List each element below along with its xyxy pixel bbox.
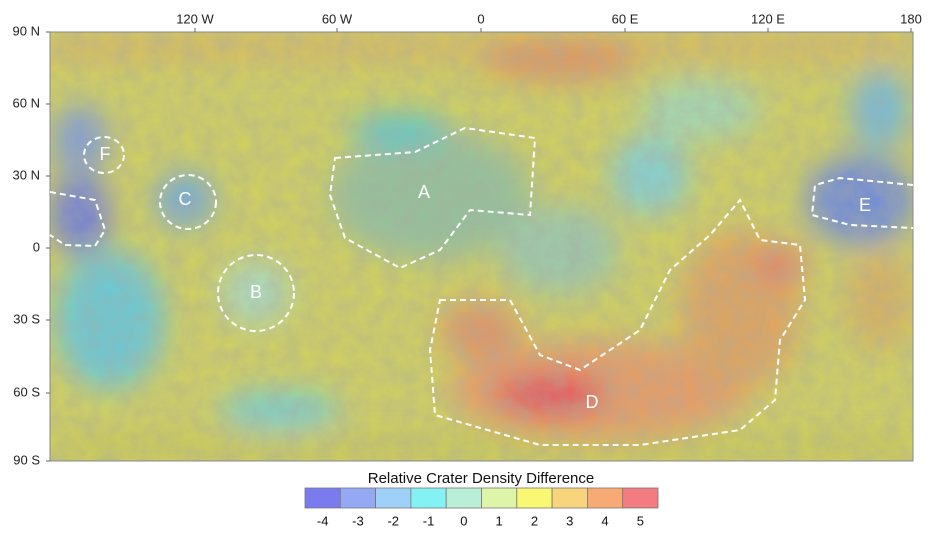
legend-tick-label: 5: [637, 513, 644, 528]
legend-swatch: [587, 487, 624, 509]
longitude-label: 60 W: [322, 11, 353, 26]
latitude-label: 90 S: [13, 452, 40, 467]
legend-tick-label: -4: [317, 513, 329, 528]
longitude-label: 0: [477, 11, 484, 26]
legend-swatch: [375, 487, 412, 509]
legend-swatch: [304, 487, 341, 509]
region-label: C: [179, 189, 192, 209]
longitude-label: 120 E: [751, 11, 785, 26]
legend-swatch: [516, 487, 553, 509]
latitude-label: 60 S: [13, 384, 40, 399]
region-label: A: [418, 182, 430, 202]
region-outlines: [49, 126, 914, 446]
legend-title: Relative Crater Density Difference: [368, 470, 594, 487]
latitude-label: 90 N: [13, 23, 40, 38]
legend-tick-label: 3: [566, 513, 573, 528]
legend-swatch: [481, 487, 518, 509]
legend-tick-label: 0: [460, 513, 467, 528]
region-label: B: [250, 282, 262, 302]
region-label: F: [100, 144, 111, 164]
legend-tick-label: -2: [387, 513, 399, 528]
legend-tick-label: -1: [423, 513, 435, 528]
region-label: E: [859, 195, 871, 215]
legend-tick-label: 1: [496, 513, 503, 528]
latitude-label: 60 N: [13, 95, 40, 110]
legend-swatch: [445, 487, 482, 509]
longitude-label: 60 E: [612, 11, 639, 26]
legend-tick-label: 2: [531, 513, 538, 528]
latitude-label: 0: [33, 239, 40, 254]
latitude-label: 30 N: [13, 167, 40, 182]
longitude-label: 120 W: [176, 11, 214, 26]
legend-swatch: [410, 487, 447, 509]
legend-tick-label: 4: [601, 513, 608, 528]
latitude-label: 30 S: [13, 311, 40, 326]
longitude-label: 180: [900, 11, 922, 26]
map-image: [50, 32, 913, 461]
legend-swatch: [551, 487, 588, 509]
legend-tick-label: -3: [352, 513, 364, 528]
region-label: D: [586, 392, 599, 412]
legend-swatch: [622, 487, 659, 509]
legend-swatch: [339, 487, 376, 509]
